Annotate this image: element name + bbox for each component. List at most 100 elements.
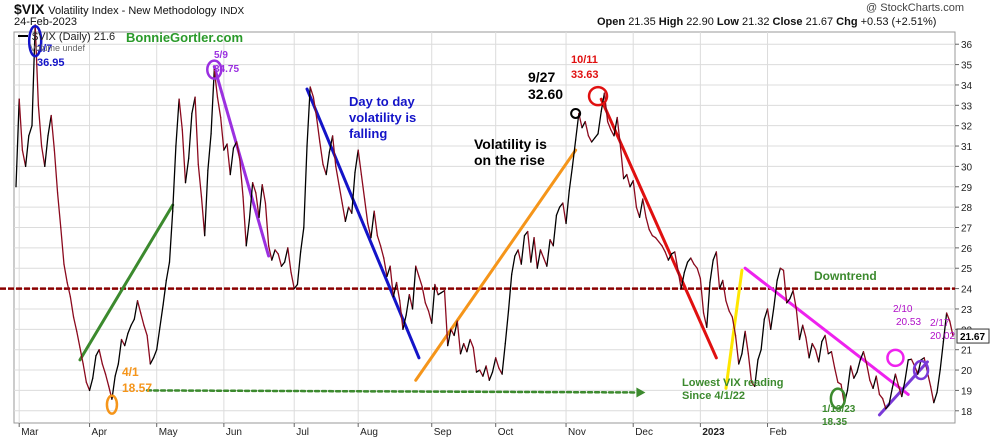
label-value-1-13: 18.35 bbox=[822, 417, 847, 428]
y-axis: 1819202122232425262728293031323334353621… bbox=[955, 40, 990, 418]
series-segment bbox=[434, 283, 439, 296]
series-segment bbox=[360, 173, 366, 200]
series-segment bbox=[680, 271, 686, 290]
y-tick-label: 25 bbox=[961, 264, 973, 275]
series-segment bbox=[699, 277, 705, 314]
legend-series-label: $VIX (Daily) 21.6 bbox=[32, 31, 115, 43]
series-segment bbox=[482, 365, 487, 377]
series-segment bbox=[95, 349, 100, 357]
series-segment bbox=[376, 234, 382, 247]
series-segment bbox=[846, 365, 852, 392]
series-segment bbox=[34, 24, 40, 106]
series-segment bbox=[50, 114, 56, 151]
series-segment bbox=[658, 241, 663, 247]
series-segment bbox=[901, 379, 906, 398]
series-segment bbox=[373, 210, 379, 237]
series-segment bbox=[488, 371, 494, 381]
series-segment bbox=[718, 279, 724, 290]
series-segment bbox=[405, 294, 410, 316]
series-segment bbox=[411, 265, 417, 310]
trendlines bbox=[78, 65, 929, 417]
x-tick-label: Apr bbox=[92, 427, 108, 438]
chart-date: 24-Feb-2023 bbox=[14, 16, 77, 28]
series-segment bbox=[315, 116, 321, 143]
series-segment bbox=[734, 334, 740, 365]
series-segment bbox=[527, 230, 532, 263]
series-segment bbox=[584, 120, 590, 137]
series-segment bbox=[60, 226, 65, 265]
series-segment bbox=[590, 137, 596, 143]
series-segment bbox=[79, 347, 84, 365]
series-segment bbox=[773, 279, 778, 308]
x-tick-label: Sep bbox=[434, 427, 452, 438]
circle-9-27 bbox=[570, 107, 582, 119]
series-segment bbox=[200, 196, 206, 237]
series-segment bbox=[309, 86, 315, 98]
series-segment bbox=[156, 326, 161, 351]
series-segment bbox=[258, 184, 263, 218]
series-segment bbox=[571, 139, 577, 168]
series-segment bbox=[66, 281, 72, 298]
series-segment bbox=[859, 351, 865, 361]
last-value-label: 21.67 bbox=[960, 332, 985, 343]
legend: $VIX (Daily) 21.6 Volume undef BonnieGor… bbox=[18, 30, 243, 53]
watermark: BonnieGortler.com bbox=[126, 30, 243, 45]
series-segment bbox=[415, 265, 420, 278]
series-segment bbox=[114, 363, 119, 377]
series-segment bbox=[619, 145, 625, 180]
series-segment bbox=[418, 275, 423, 288]
x-tick-label: May bbox=[159, 427, 178, 438]
series-segment bbox=[770, 306, 775, 330]
series-segment bbox=[124, 332, 129, 347]
series-segment bbox=[555, 206, 561, 216]
series-segment bbox=[610, 129, 615, 137]
series-segment bbox=[517, 249, 522, 265]
series-segment bbox=[213, 69, 219, 98]
x-tick-label: Jul bbox=[296, 427, 309, 438]
series-segment bbox=[881, 397, 887, 410]
y-tick-label: 30 bbox=[961, 162, 973, 173]
series-segment bbox=[469, 338, 474, 349]
series-segment bbox=[805, 336, 810, 359]
series-segment bbox=[226, 143, 231, 176]
series-segment bbox=[245, 218, 251, 247]
series-segment bbox=[152, 349, 158, 359]
low-label: Low bbox=[716, 16, 739, 28]
series-segment bbox=[629, 180, 634, 188]
label-value-10-11: 33.63 bbox=[571, 69, 599, 81]
series-segment bbox=[904, 359, 909, 381]
series-segment bbox=[485, 365, 490, 381]
y-tick-label: 36 bbox=[961, 40, 973, 51]
y-tick-label: 18 bbox=[961, 407, 973, 418]
series-segment bbox=[539, 249, 545, 259]
x-tick-label: Jun bbox=[226, 427, 242, 438]
series-segment bbox=[271, 249, 276, 261]
series-segment bbox=[197, 163, 203, 198]
series-segment bbox=[108, 385, 113, 400]
series-segment bbox=[341, 202, 347, 223]
label-date-9-27: 9/27 bbox=[528, 69, 555, 85]
series-segment bbox=[834, 367, 839, 383]
series-segment bbox=[795, 308, 801, 341]
label-date-1-13: 1/13/23 bbox=[822, 404, 856, 415]
x-tick-label: Feb bbox=[770, 427, 788, 438]
series-segment bbox=[891, 373, 897, 390]
x-tick-label: Mar bbox=[21, 427, 39, 438]
series-segment bbox=[929, 385, 935, 404]
high-label: High bbox=[658, 16, 684, 28]
series-segment bbox=[472, 347, 478, 373]
series-segment bbox=[251, 182, 257, 194]
series-segment bbox=[210, 69, 215, 135]
series-segment bbox=[290, 271, 295, 290]
series-segment bbox=[264, 202, 270, 247]
series-segment bbox=[242, 196, 247, 247]
series-segment bbox=[661, 245, 666, 253]
arrow-head bbox=[636, 387, 646, 398]
series-segment bbox=[168, 210, 174, 263]
legend-volume-label: Volume undef bbox=[30, 43, 86, 53]
series-segment bbox=[654, 237, 660, 243]
series-segment bbox=[830, 351, 836, 369]
series-segment bbox=[626, 173, 631, 188]
